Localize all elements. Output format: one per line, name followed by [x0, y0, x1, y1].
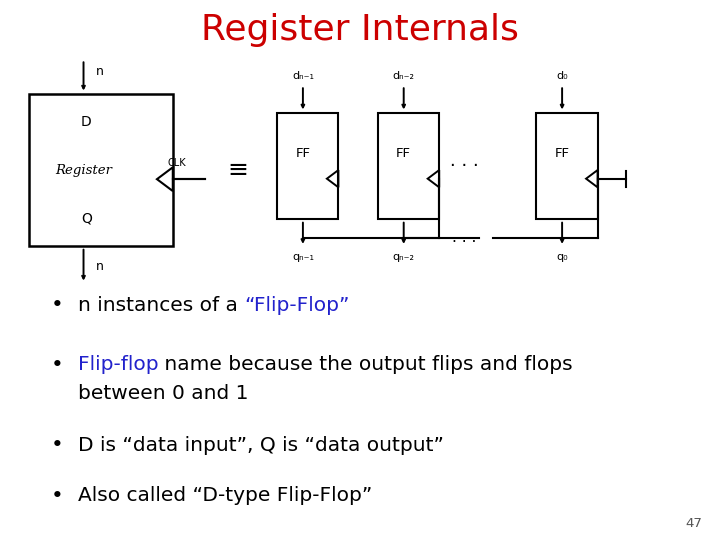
- Text: n instances of a: n instances of a: [78, 295, 244, 315]
- Text: q₀: q₀: [557, 252, 568, 261]
- Text: 47: 47: [685, 517, 702, 530]
- Text: Register: Register: [55, 164, 112, 177]
- Text: dₙ₋₁: dₙ₋₁: [292, 71, 314, 80]
- Text: Flip-flop: Flip-flop: [78, 355, 158, 374]
- Text: n: n: [96, 260, 103, 273]
- Text: Also called “D-type Flip-Flop”: Also called “D-type Flip-Flop”: [78, 486, 372, 505]
- Text: CLK: CLK: [167, 158, 186, 168]
- Text: dₙ₋₂: dₙ₋₂: [392, 71, 415, 80]
- Text: n: n: [96, 65, 103, 78]
- Bar: [29, 94, 173, 246]
- Bar: [277, 113, 338, 219]
- Text: •: •: [50, 435, 63, 456]
- Text: D: D: [81, 114, 91, 129]
- Text: •: •: [50, 295, 63, 315]
- Bar: [536, 113, 598, 219]
- Text: “Flip-Flop”: “Flip-Flop”: [244, 295, 349, 315]
- Text: qₙ₋₁: qₙ₋₁: [292, 252, 314, 261]
- Text: between 0 and 1: between 0 and 1: [78, 383, 248, 403]
- Text: •: •: [50, 354, 63, 375]
- Text: FF: FF: [396, 147, 411, 160]
- Text: •: •: [50, 485, 63, 506]
- Text: FF: FF: [295, 147, 310, 160]
- Text: . . .: . . .: [450, 152, 479, 170]
- Text: name because the output flips and flops: name because the output flips and flops: [158, 355, 573, 374]
- Bar: [378, 113, 439, 219]
- Text: d₀: d₀: [557, 71, 568, 80]
- Text: qₙ₋₂: qₙ₋₂: [392, 252, 415, 261]
- Text: D is “data input”, Q is “data output”: D is “data input”, Q is “data output”: [78, 436, 444, 455]
- Text: . . .: . . .: [452, 230, 477, 245]
- Text: ≡: ≡: [227, 158, 248, 182]
- Text: Register Internals: Register Internals: [201, 13, 519, 46]
- Text: FF: FF: [554, 147, 570, 160]
- Text: Q: Q: [81, 212, 92, 226]
